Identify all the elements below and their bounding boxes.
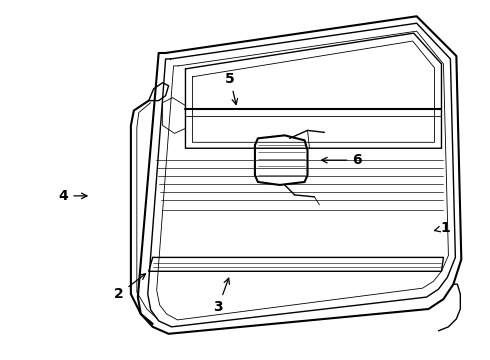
Text: 2: 2 <box>114 274 146 301</box>
Text: 4: 4 <box>58 189 87 203</box>
Text: 6: 6 <box>321 153 362 167</box>
Text: 5: 5 <box>225 72 238 104</box>
Text: 3: 3 <box>214 278 229 314</box>
Text: 1: 1 <box>435 221 450 235</box>
